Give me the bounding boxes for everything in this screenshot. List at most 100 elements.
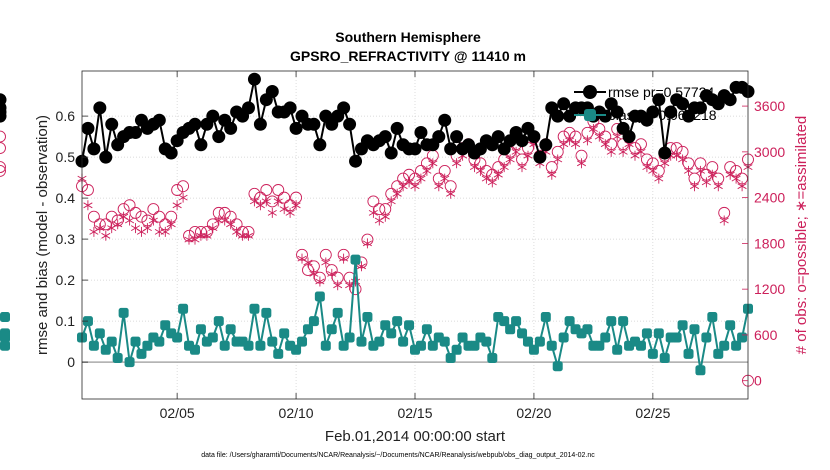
bias-point xyxy=(314,291,325,302)
bias-point xyxy=(291,344,302,355)
x-tick-label: 02/15 xyxy=(397,405,432,421)
bias-point xyxy=(719,340,730,351)
rmse-point xyxy=(265,85,279,98)
assimilated-obs-point xyxy=(303,257,313,268)
assimilated-obs-point xyxy=(178,192,188,203)
assimilated-obs-point xyxy=(273,196,283,207)
bias-point xyxy=(457,332,468,343)
assimilated-obs-point xyxy=(315,276,325,287)
rmse-point xyxy=(307,117,321,131)
possible-obs-point xyxy=(0,142,6,154)
assimilated-obs-point xyxy=(446,188,456,199)
bias-point xyxy=(255,340,266,351)
bias-point xyxy=(106,336,117,347)
rmse-point xyxy=(539,138,553,152)
rmse-point xyxy=(206,109,220,123)
bias-point xyxy=(392,316,403,327)
bias-point xyxy=(195,324,206,335)
bias-point xyxy=(445,353,456,363)
bias-point xyxy=(380,320,391,331)
bias-point xyxy=(338,340,349,351)
bias-point xyxy=(0,328,10,339)
y-right-tick-label: 3000 xyxy=(754,144,785,160)
bias-point xyxy=(487,353,498,363)
assimilated-obs-point xyxy=(243,230,254,241)
assimilated-obs-point xyxy=(493,169,503,180)
bias-point xyxy=(707,312,718,322)
assimilated-obs-point xyxy=(737,181,747,192)
bias-point xyxy=(439,336,450,347)
rmse-point xyxy=(658,146,672,160)
y-right-tick-label: 1800 xyxy=(754,235,785,251)
bias-point xyxy=(142,340,153,351)
rmse-point xyxy=(598,109,612,123)
assimilated-obs-point xyxy=(148,215,158,226)
assimilated-obs-point xyxy=(695,165,706,176)
assimilated-obs-point xyxy=(339,253,349,264)
bias-point xyxy=(683,348,694,359)
assimilated-obs-point xyxy=(600,139,610,150)
assimilated-obs-point xyxy=(416,173,426,184)
rmse-point xyxy=(664,105,678,119)
possible-obs-point xyxy=(177,180,190,193)
assimilated-obs-point xyxy=(576,158,587,169)
possible-obs-point xyxy=(147,203,160,216)
bias-point xyxy=(273,348,284,359)
bias-point xyxy=(344,332,355,343)
bias-point xyxy=(505,324,516,335)
assimilated-obs-point xyxy=(321,257,331,268)
rmse-point xyxy=(337,101,351,115)
assimilated-obs-point xyxy=(505,154,515,165)
bias-point xyxy=(558,332,569,343)
bias-point xyxy=(546,340,557,351)
bias-point xyxy=(362,312,373,322)
bias-point xyxy=(528,344,539,355)
rmse-point xyxy=(390,121,404,135)
possible-obs-point xyxy=(87,210,100,223)
rmse-point xyxy=(551,109,565,123)
bias-point xyxy=(100,344,111,355)
assimilated-obs-point xyxy=(511,146,521,157)
rmse-point xyxy=(212,130,226,144)
rmse-point xyxy=(343,117,357,131)
assimilated-obs-point xyxy=(380,211,390,222)
bias-point xyxy=(207,332,218,343)
assimilated-obs-point xyxy=(731,173,741,184)
rmse-point xyxy=(224,121,238,135)
bias-point xyxy=(511,316,522,327)
assimilated-obs-point xyxy=(553,154,563,165)
assimilated-obs-point xyxy=(160,226,170,237)
y-tick-label: 0.4 xyxy=(56,190,76,206)
bias-point xyxy=(88,340,99,351)
rmse-point xyxy=(384,146,398,160)
bias-point xyxy=(332,307,343,318)
rmse-point xyxy=(693,101,707,115)
bias-point xyxy=(552,361,563,372)
bias-point xyxy=(213,316,224,327)
assimilated-obs-point xyxy=(707,169,717,180)
rmse-point xyxy=(152,113,166,127)
chart-title: Southern Hemisphere xyxy=(335,29,481,45)
assimilated-obs-point xyxy=(648,165,658,176)
x-tick-label: 02/05 xyxy=(160,405,195,421)
x-tick-label: 02/10 xyxy=(279,405,314,421)
assimilated-obs-point xyxy=(606,146,616,157)
rmse-point xyxy=(408,142,422,156)
rmse-point xyxy=(444,142,458,156)
bias-point xyxy=(689,324,700,335)
assimilated-obs-point xyxy=(356,261,367,272)
possible-obs-point xyxy=(278,191,291,204)
x-axis-label: Feb.01,2014 00:00:00 start xyxy=(325,428,506,445)
data-file-footnote: data file: /Users/gharamti/Documents/NCA… xyxy=(201,452,595,459)
bias-point xyxy=(517,328,528,339)
bias-point xyxy=(647,348,658,359)
bias-point xyxy=(421,324,432,335)
bias-point xyxy=(160,320,171,331)
rmse-point xyxy=(438,113,452,127)
assimilated-obs-point xyxy=(660,158,670,169)
bias-point xyxy=(249,303,260,314)
possible-obs-point xyxy=(272,184,285,196)
rmse-point xyxy=(129,126,143,139)
rmse-point xyxy=(164,146,178,160)
bias-point xyxy=(398,336,409,347)
